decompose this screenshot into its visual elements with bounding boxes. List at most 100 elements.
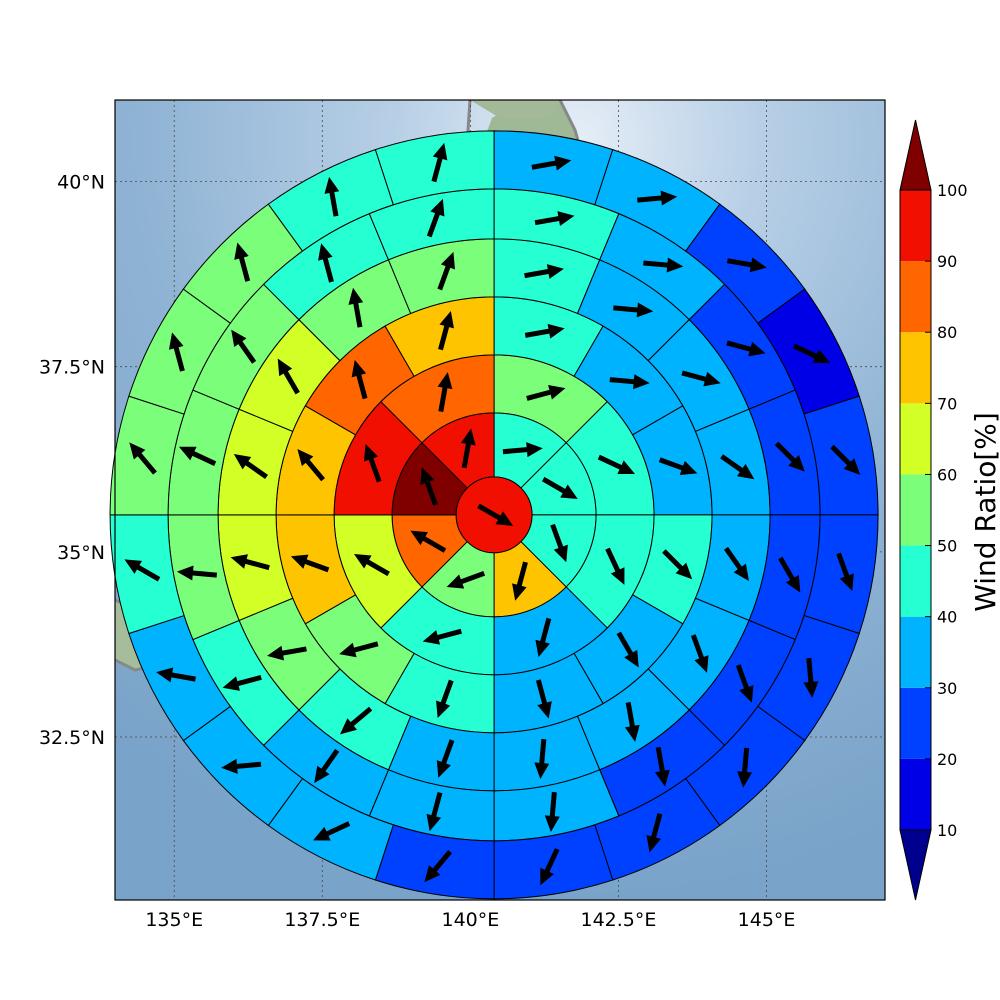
colorbar-label: Wind Ratio[%]	[969, 412, 1000, 612]
wind-arrow-r3-s9	[297, 449, 326, 482]
wind-arrow-r5-s0	[534, 211, 575, 226]
wind-arrow-r5-s4	[778, 556, 801, 593]
wind-arrow-r5-s2	[726, 340, 766, 357]
colorbar-swatch	[900, 261, 931, 333]
wind-arrow-r5-s7	[544, 791, 560, 832]
wind-arrow-r4-s4	[723, 546, 749, 582]
wind-arrow-r3-s0	[524, 323, 565, 339]
wind-arrow-r6-s7	[737, 747, 753, 788]
colorbar-swatches	[899, 119, 932, 901]
wind-arrow-r2-s0	[526, 384, 566, 401]
wind-arrow-r6-s8	[646, 813, 663, 853]
colorbar-tick-label: 40	[937, 608, 957, 627]
wind-arrow-r1-s6	[420, 467, 438, 506]
colorbar-tick-label: 100	[937, 181, 968, 200]
wind-arrow-r3-s2	[658, 457, 698, 475]
wind-arrow-r6-s17	[234, 242, 251, 282]
wind-direction-arrows	[124, 142, 861, 886]
wind-arrow-r5-s5	[735, 664, 754, 703]
wind-arrow-r2-s4	[422, 628, 462, 645]
wind-arrow-r1-s7	[460, 428, 476, 469]
wind-arrow-r4-s11	[230, 554, 270, 571]
colorbar-swatch	[900, 616, 931, 688]
wind-arrow-r5-s14	[318, 243, 334, 283]
wind-arrow-r3-s5	[535, 679, 552, 719]
wind-arrow-r6-s1	[637, 190, 678, 206]
wind-arrow-r4-s0	[524, 264, 564, 279]
wind-arrow-r4-s9	[339, 706, 373, 735]
colorbar-swatch	[900, 545, 931, 617]
x-tick-label: 137.5°E	[284, 909, 360, 931]
y-tick-label: 32.5°N	[39, 727, 105, 749]
colorbar-extend-high	[899, 119, 932, 191]
wind-arrow-r0-s0	[477, 503, 514, 526]
wind-arrow-r3-s11	[438, 311, 454, 351]
wind-arrow-r3-s10	[351, 359, 368, 400]
land-hokkaido	[470, 100, 560, 118]
x-tick-label: 135°E	[145, 909, 203, 931]
wind-arrow-r3-s4	[616, 631, 639, 668]
colorbar-tick-label: 20	[937, 750, 957, 769]
colorbar-extend-low	[899, 829, 932, 901]
wind-arrow-r2-s1	[597, 454, 636, 475]
wind-arrow-r6-s19	[431, 142, 448, 183]
wind-arrow-r2-s5	[353, 553, 390, 577]
wind-arrow-r3-s6	[436, 679, 454, 719]
wind-arrow-r2-s3	[535, 617, 552, 658]
wind-arrow-r5-s8	[426, 791, 443, 832]
y-axis-tick-labels: 32.5°N 35°N 37.5°N 40°N	[39, 171, 105, 749]
wind-arrow-r2-s2	[605, 547, 625, 585]
wind-arrow-r6-s18	[324, 176, 340, 217]
map-frame	[114, 99, 886, 901]
colorbar-tick-labels: 10 20 30 40 50 60 70 80 90 100	[925, 181, 968, 840]
x-tick-label: 145°E	[738, 909, 796, 931]
wind-arrow-r3-s3	[662, 549, 693, 580]
wind-arrow-r1-s3	[512, 561, 528, 601]
colorbar-tick-label: 10	[937, 821, 957, 840]
colorbar-swatch	[900, 687, 931, 759]
wind-arrow-r4-s8	[436, 739, 455, 778]
wind-arrow-r4-s10	[267, 645, 307, 661]
wind-arrow-r6-s10	[424, 850, 453, 883]
wind-arrow-r6-s2	[726, 257, 767, 273]
wind-arrow-r1-s2	[550, 523, 568, 563]
colorbar-swatch	[900, 403, 931, 475]
wind-arrow-r5-s12	[178, 446, 217, 466]
colorbar-tick-label: 70	[937, 394, 957, 413]
colorbar: 10 20 30 40 50 60 70 80 90 100 Wind Ratio[%]	[899, 119, 1000, 901]
wind-arrow-r4-s12	[233, 454, 269, 479]
wind-arrow-r6-s0	[531, 155, 572, 171]
colorbar-tick-label: 80	[937, 323, 957, 342]
colorbar-tick-label: 60	[937, 465, 957, 484]
wind-arrow-r6-s4	[830, 444, 861, 475]
wind-arrow-r1-s4	[446, 570, 486, 589]
wind-arrow-r4-s7	[534, 738, 550, 779]
y-tick-label: 40°N	[57, 171, 105, 193]
wind-arrow-r6-s12	[221, 758, 262, 774]
colorbar-outline	[899, 189, 932, 831]
colorbar-swatch	[900, 758, 931, 830]
y-tick-label: 37.5°N	[39, 357, 105, 379]
wind-arrow-r5-s10	[222, 674, 262, 691]
wind-arrow-r4-s3	[720, 454, 755, 480]
wind-arrow-r2-s6	[363, 444, 382, 483]
wind-arrow-r6-s15	[129, 442, 157, 475]
wind-arrow-r3-s7	[339, 641, 379, 658]
wind-arrow-r5-s3	[774, 441, 805, 472]
wind-arrow-r4-s15	[437, 251, 455, 291]
wind-arrow-r5-s9	[314, 748, 340, 784]
colorbar-swatch	[900, 474, 931, 546]
wind-arrow-r4-s1	[613, 302, 654, 318]
colorbar-swatch	[900, 332, 931, 404]
wind-arrow-r5-s6	[654, 746, 670, 787]
wind-arrow-r3-s1	[609, 374, 650, 390]
x-axis-tick-labels: 135°E 137.5°E 140°E 142.5°E 145°E	[145, 909, 795, 931]
map-panel	[109, 99, 886, 901]
y-tick-label: 35°N	[57, 542, 105, 564]
x-tick-label: 140°E	[441, 909, 499, 931]
wind-arrow-r4-s2	[681, 370, 721, 387]
wind-arrow-r6-s9	[540, 848, 560, 886]
colorbar-tick-label: 50	[937, 537, 957, 556]
wind-arrow-r5-s11	[176, 565, 218, 581]
